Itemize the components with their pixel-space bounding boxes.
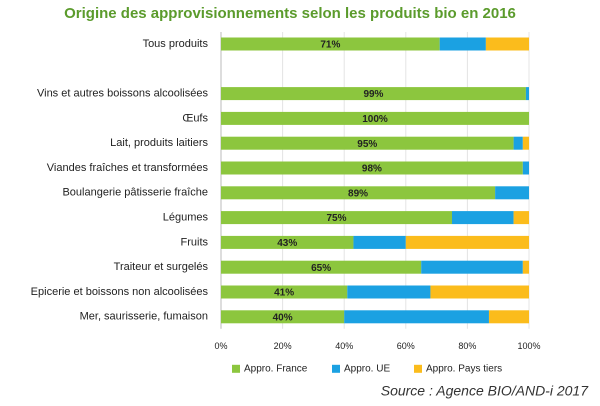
bar-segment — [344, 310, 489, 324]
bar-segment — [488, 310, 529, 324]
bar-segment — [522, 161, 529, 175]
bar-segment — [347, 285, 431, 299]
bar-segment — [221, 87, 526, 101]
x-tick-label: 40% — [335, 341, 353, 351]
bar-segment — [221, 136, 514, 150]
category-label: Mer, saurisserie, fumaison — [80, 311, 208, 323]
value-label: 89% — [348, 188, 368, 199]
legend-label: Appro. Pays tiers — [426, 363, 502, 374]
bar-segment — [221, 260, 422, 274]
legend-swatch — [232, 364, 240, 373]
source: Source : Agence BIO/AND-i 2017 — [381, 383, 589, 399]
category-label: Vins et autres boissons alcoolisées — [37, 88, 209, 100]
bar-segment — [495, 186, 529, 200]
category-label: Traiteur et surgelés — [114, 261, 209, 273]
bar-segment — [430, 285, 529, 299]
category-label: Lait, produits laitiers — [110, 137, 208, 149]
value-label: 75% — [326, 213, 346, 224]
value-label: 99% — [363, 89, 383, 100]
bar-segment — [522, 260, 529, 274]
value-label: 41% — [274, 288, 294, 299]
bar-segment — [439, 37, 486, 51]
category-label: Légumes — [163, 212, 209, 224]
bar-segment — [221, 235, 354, 249]
category-label: Œufs — [182, 112, 208, 124]
value-label: 95% — [357, 139, 377, 150]
value-label: 43% — [277, 238, 297, 249]
bar-segment — [221, 186, 496, 200]
bar-segment — [421, 260, 523, 274]
category-label: Boulangerie pâtisserie fraîche — [62, 187, 208, 199]
bar-segment — [485, 37, 529, 51]
bar-segment — [221, 161, 523, 175]
bar-segment — [513, 211, 529, 225]
legend-swatch — [414, 364, 422, 373]
value-label: 71% — [320, 40, 340, 51]
legend-label: Appro. France — [244, 363, 308, 374]
chart-title: Origine des approvisionnements selon les… — [64, 5, 516, 22]
legend-label: Appro. UE — [344, 363, 390, 374]
x-tick-label: 100% — [517, 341, 540, 351]
x-tick-label: 20% — [274, 341, 292, 351]
value-label: 100% — [362, 114, 388, 125]
bar-segment — [221, 37, 440, 51]
bar-segment — [221, 111, 529, 125]
x-tick-label: 60% — [397, 341, 415, 351]
bar-segment — [353, 235, 406, 249]
bar-segment — [522, 136, 529, 150]
bar-segment — [513, 136, 523, 150]
category-label: Epicerie et boissons non alcoolisées — [31, 286, 209, 298]
value-label: 65% — [311, 263, 331, 274]
legend-swatch — [332, 364, 340, 373]
bar-segment — [452, 211, 514, 225]
bar-segment — [525, 87, 529, 101]
category-label: Fruits — [181, 236, 209, 248]
value-label: 40% — [273, 312, 293, 323]
bar-segment — [221, 211, 452, 225]
x-tick-label: 0% — [214, 341, 227, 351]
bar-segment — [405, 235, 529, 249]
x-tick-label: 80% — [458, 341, 476, 351]
bar-segment — [221, 310, 345, 324]
value-label: 98% — [362, 164, 382, 175]
bar-segment — [221, 285, 348, 299]
category-label: Viandes fraîches et transformées — [47, 162, 209, 174]
category-label: Tous produits — [143, 38, 209, 50]
